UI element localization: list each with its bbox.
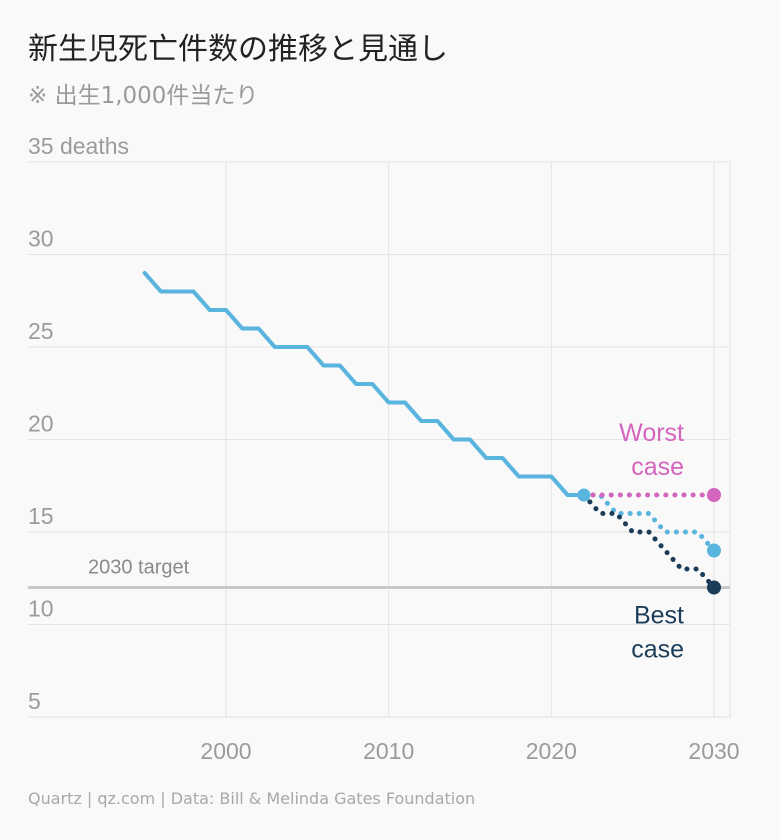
best-end-point (707, 580, 721, 595)
x-tick-label: 2000 (200, 738, 251, 764)
x-tick-label: 2020 (526, 738, 577, 764)
worst-case-label: case (631, 453, 684, 481)
best-case-label: Best (634, 602, 684, 630)
projected-end-point (707, 543, 721, 558)
target-layer: 2030 target (28, 557, 730, 589)
y-tick-label: 20 (28, 411, 54, 437)
annotation-layer: Worst case Best case (619, 419, 684, 664)
x-tick-label: 2010 (363, 738, 414, 764)
endpoint-layer (577, 488, 721, 595)
y-tick-label: 15 (28, 503, 54, 529)
y-tick-label: 10 (28, 596, 54, 622)
source-note: Quartz | qz.com | Data: Bill & Melinda G… (28, 789, 476, 808)
x-tick-label: 2030 (688, 738, 739, 764)
y-tick-label: 30 (28, 226, 54, 252)
line-chart: 35 deaths 30 25 20 15 10 5 2000 2010 2020 2030 203… (28, 133, 740, 764)
series-layer (142, 271, 717, 590)
y-tick-label: 35 deaths (28, 133, 129, 159)
projected-series-line (581, 492, 717, 553)
historical-series-line (142, 271, 586, 497)
best-case-label: case (631, 636, 684, 664)
y-tick-label: 25 (28, 318, 54, 344)
chart-title: 新生児死亡件数の推移と見通し (28, 32, 448, 67)
y-tick-label: 5 (28, 688, 41, 714)
grid-layer (28, 161, 731, 718)
best-series-line (581, 492, 717, 590)
target-label: 2030 target (88, 557, 190, 579)
worst-case-label: Worst (619, 419, 684, 447)
historical-end-point (577, 488, 591, 502)
worst-end-point (707, 488, 721, 502)
axis-layer: 35 deaths 30 25 20 15 10 5 2000 2010 2020 2030 (28, 133, 740, 764)
chart-subtitle: ※ 出生1,000件当たり (28, 83, 259, 109)
